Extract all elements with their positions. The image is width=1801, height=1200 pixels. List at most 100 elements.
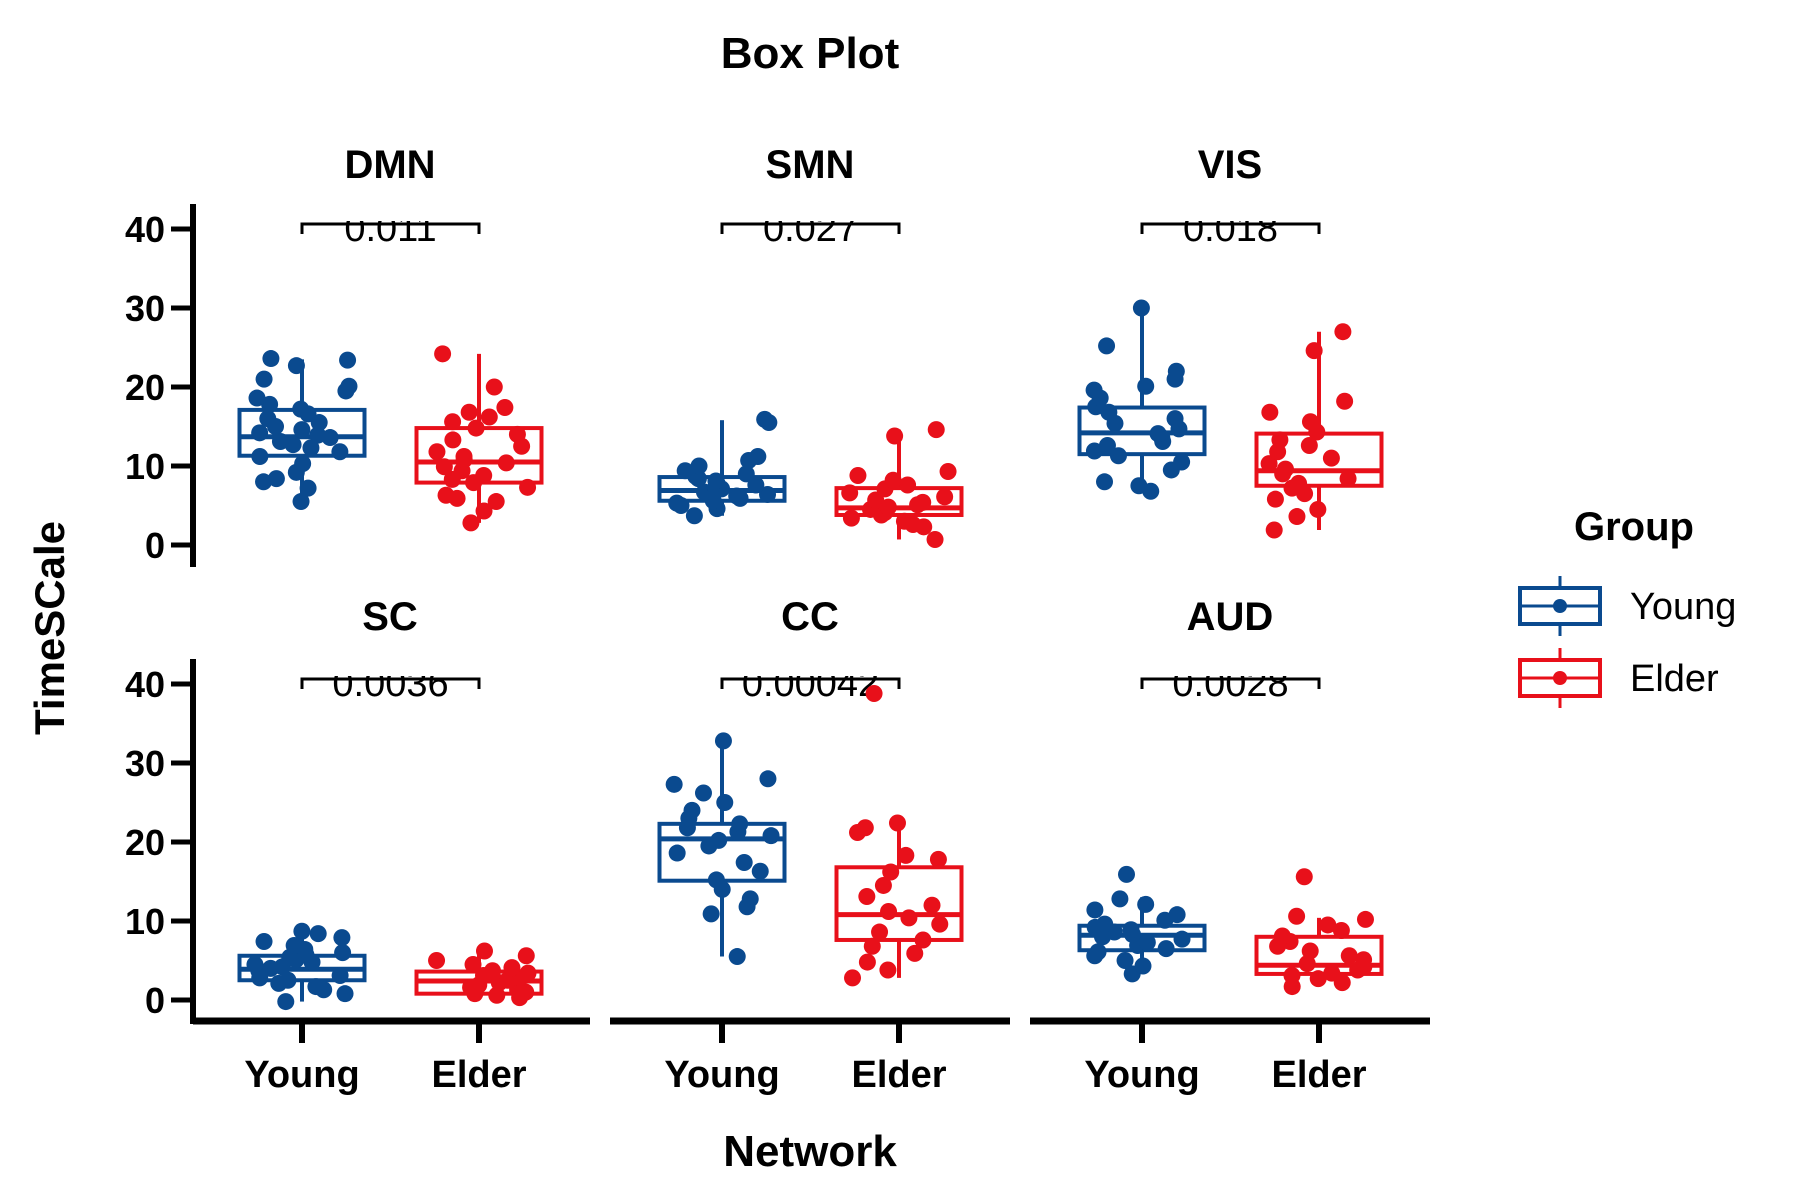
data-point (1271, 431, 1289, 449)
data-point (437, 486, 455, 504)
data-point (1260, 455, 1278, 473)
data-point (271, 433, 289, 451)
data-point (871, 923, 889, 941)
legend-title: Group (1574, 505, 1694, 549)
data-point (287, 357, 305, 375)
data-point (880, 903, 898, 921)
y-tick-label: 0 (145, 980, 165, 1021)
data-point (1283, 967, 1301, 985)
y-tick-label: 0 (145, 525, 165, 566)
data-point (897, 846, 915, 864)
data-point (484, 962, 502, 980)
x-axis: Young Elder (1030, 1017, 1430, 1096)
y-tick-label: 30 (125, 288, 165, 329)
data-point (895, 512, 913, 530)
data-point (464, 955, 482, 973)
legend-key-point (1553, 599, 1567, 613)
data-point (1305, 342, 1323, 360)
data-point (1266, 490, 1284, 508)
data-point (735, 854, 753, 872)
data-point (1173, 930, 1191, 948)
box-elder (414, 345, 544, 532)
x-tick-label: Young (664, 1054, 779, 1096)
data-point (444, 431, 462, 449)
data-point (299, 479, 317, 497)
data-point (1276, 460, 1294, 478)
data-point (1288, 907, 1306, 925)
data-point (302, 439, 320, 457)
data-point (936, 488, 954, 506)
data-point (1334, 323, 1352, 341)
data-point (475, 466, 493, 484)
data-point (460, 403, 478, 421)
data-point (1301, 413, 1319, 431)
data-point (884, 471, 902, 489)
panel-vis: VIS 0.018 (1077, 143, 1384, 539)
x-tick-label: Young (244, 1054, 359, 1096)
y-tick-label: 30 (125, 743, 165, 784)
data-point (497, 454, 515, 472)
data-point (331, 443, 349, 461)
legend-item-elder: Elder (1518, 648, 1719, 708)
data-point (262, 350, 280, 368)
x-tick-label: Elder (1271, 1054, 1366, 1096)
data-point (1157, 940, 1175, 958)
data-point (858, 953, 876, 971)
data-point (741, 890, 759, 908)
data-point (1086, 901, 1104, 919)
data-point (762, 827, 780, 845)
data-point (1301, 942, 1319, 960)
box-young (1077, 299, 1207, 500)
panel-smn: SMN 0.027 (657, 143, 964, 548)
data-point (668, 844, 686, 862)
data-point (728, 948, 746, 966)
data-point (710, 831, 728, 849)
data-point (517, 947, 535, 965)
data-point (1339, 470, 1357, 488)
bracket-line (1140, 677, 1321, 689)
panel-sc: SC 0 10 20 30 40 Young Elder 0.0036 (125, 595, 590, 1096)
data-point (251, 448, 269, 466)
data-point (747, 476, 765, 494)
bracket-line (720, 222, 901, 234)
significance-bracket: 0.00042 (720, 676, 901, 705)
data-point (1265, 521, 1283, 539)
data-point (1096, 915, 1114, 933)
data-point (888, 814, 906, 832)
data-point (462, 514, 480, 532)
data-point (865, 684, 883, 702)
data-point (1332, 921, 1350, 939)
data-point (927, 421, 945, 439)
data-point (255, 933, 273, 951)
box-iqr (834, 865, 964, 942)
data-point (939, 463, 957, 481)
panel-title: VIS (1198, 143, 1262, 187)
panel-dmn: DMN 0 10 20 30 40 0.011 (125, 143, 544, 567)
data-point (1130, 477, 1148, 495)
p-value-label: 0.0036 (332, 663, 448, 705)
data-point (1132, 299, 1150, 317)
data-point (1134, 957, 1152, 975)
data-point (1173, 453, 1191, 471)
x-axis: Young Elder (610, 1017, 1010, 1096)
data-point (1309, 970, 1327, 988)
data-point (1096, 473, 1114, 491)
data-point (856, 819, 874, 837)
data-point (1116, 952, 1134, 969)
data-point (1290, 474, 1308, 492)
data-point (844, 969, 862, 987)
data-point (1138, 933, 1156, 951)
data-point (444, 413, 462, 431)
box-elder (834, 421, 964, 548)
data-point (1137, 377, 1155, 395)
data-point (737, 465, 755, 483)
data-point (1109, 447, 1127, 465)
data-point (519, 964, 537, 982)
bracket-line (720, 677, 901, 689)
data-point (690, 457, 708, 475)
data-point (842, 509, 860, 527)
data-point (668, 494, 686, 512)
legend-item-label: Young (1630, 586, 1736, 628)
data-point (248, 389, 266, 407)
data-point (1288, 508, 1306, 526)
